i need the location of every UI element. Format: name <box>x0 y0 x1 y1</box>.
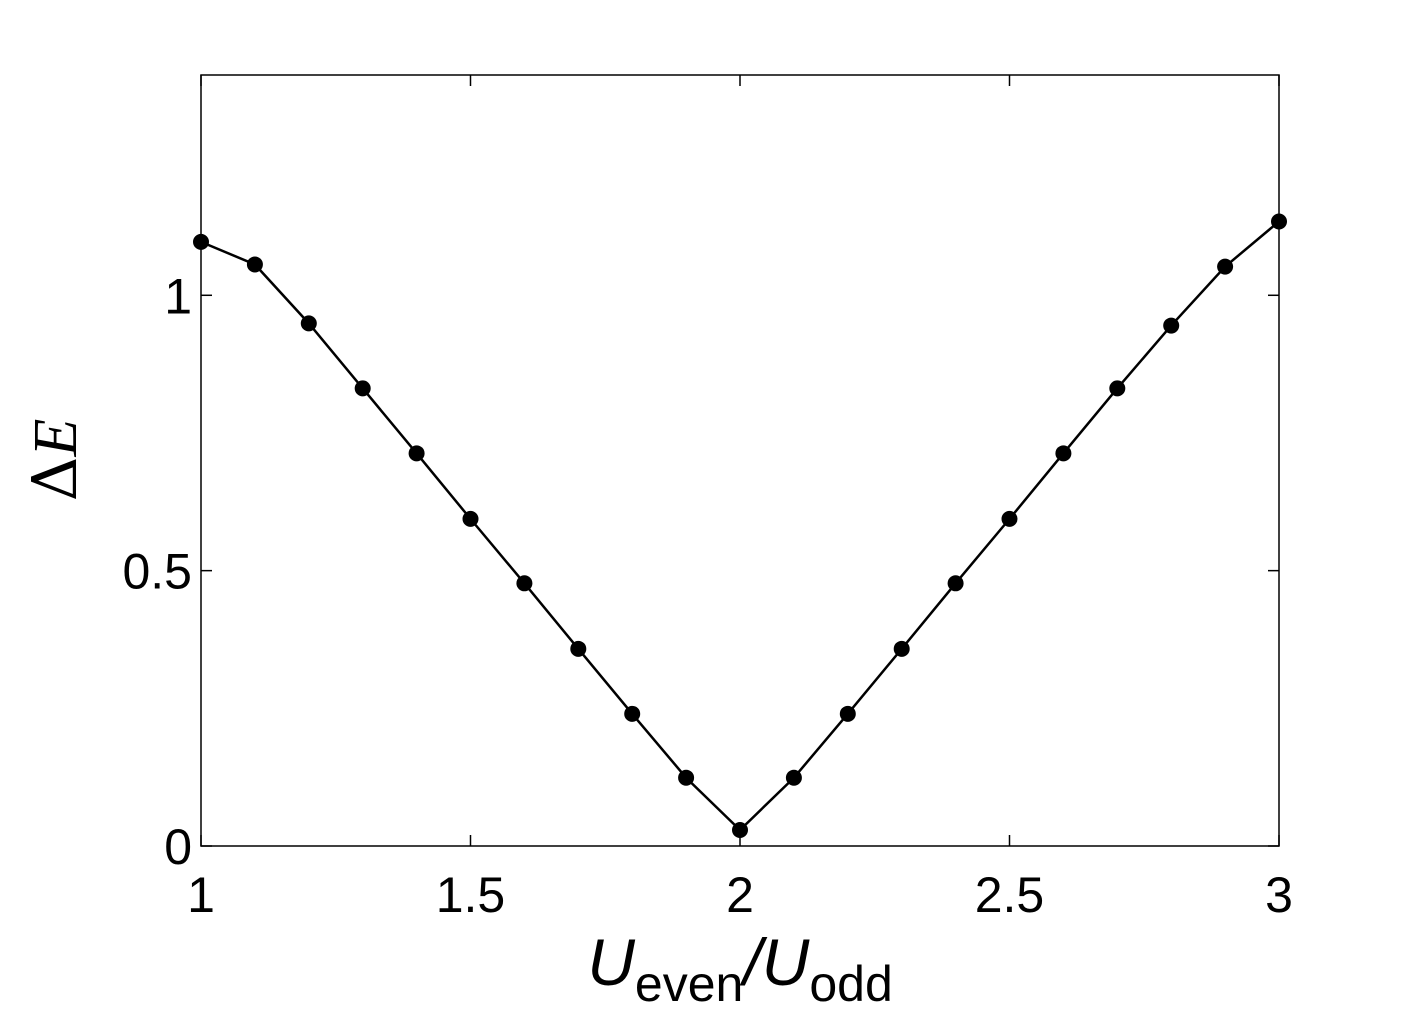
tick-labels: 1 1.5 2 2.5 3 0 0.5 1 <box>122 268 1292 923</box>
data-point <box>1217 258 1234 275</box>
data-point <box>516 575 533 592</box>
x-label-sub1: even <box>635 956 743 1012</box>
y-axis-label: ΔE <box>18 419 91 502</box>
data-point <box>1001 510 1018 527</box>
data-point <box>462 510 479 527</box>
data-point <box>408 445 425 462</box>
x-label-sub2: odd <box>809 956 892 1012</box>
data-point <box>1055 445 1072 462</box>
plot-area <box>200 74 1280 847</box>
data-point <box>354 380 371 397</box>
data-point <box>570 640 587 657</box>
x-axis-label: Ueven/Uodd <box>587 925 893 1012</box>
data-point <box>1163 317 1180 334</box>
data-point <box>732 822 748 839</box>
y-label-var: E <box>22 419 90 458</box>
data-point <box>1109 380 1126 397</box>
x-label-main: U <box>587 925 635 999</box>
data-point <box>300 315 317 332</box>
data-point <box>193 233 209 250</box>
x-tick-label: 1 <box>187 867 215 923</box>
data-point <box>893 640 910 657</box>
y-tick-label: 1 <box>164 268 192 324</box>
x-tick-label: 2 <box>726 867 754 923</box>
x-tick-label: 1.5 <box>436 867 506 923</box>
data-point <box>1271 213 1287 230</box>
data-point <box>839 705 856 722</box>
data-point <box>947 575 964 592</box>
data-markers <box>193 213 1287 839</box>
data-point <box>678 769 695 786</box>
x-label-sep: /U <box>739 925 809 999</box>
y-tick-label: 0 <box>164 819 192 875</box>
x-tick-label: 2.5 <box>975 867 1045 923</box>
data-point <box>785 769 802 786</box>
y-label-symbol: Δ <box>18 457 91 502</box>
data-point <box>246 256 263 273</box>
axis-ticks <box>200 75 1280 847</box>
data-point <box>624 705 641 722</box>
y-tick-label: 0.5 <box>122 544 192 600</box>
x-tick-label: 3 <box>1265 867 1293 923</box>
